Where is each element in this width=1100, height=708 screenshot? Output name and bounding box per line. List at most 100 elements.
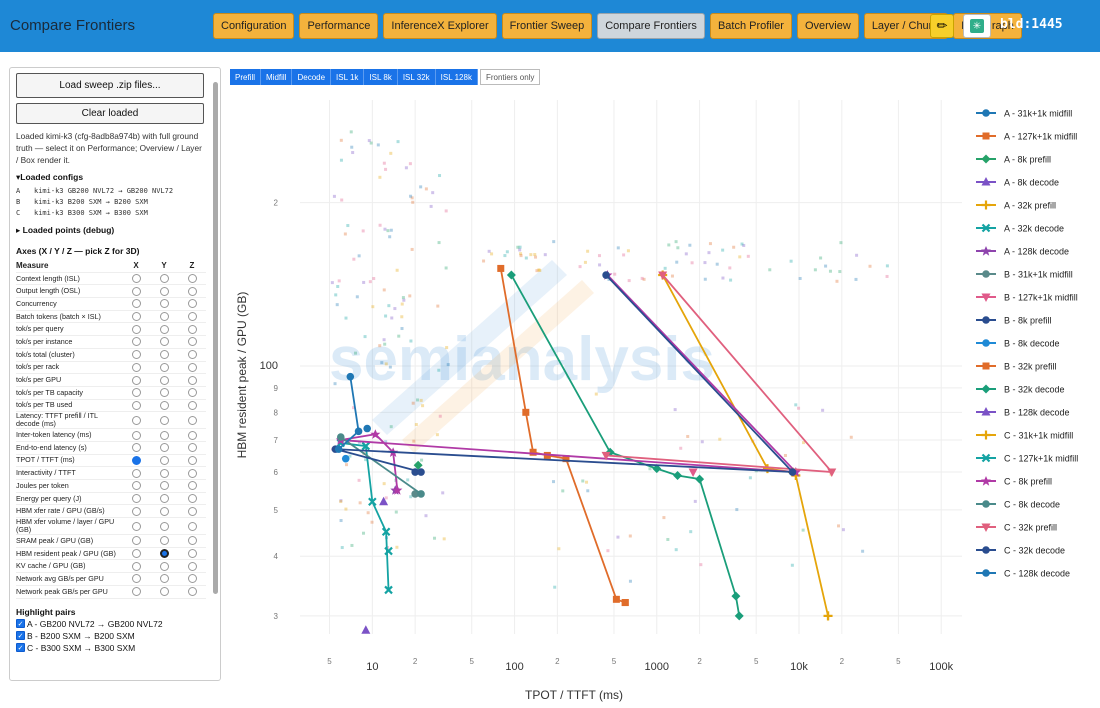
data-point[interactable]	[982, 132, 990, 140]
axis-z-radio[interactable]	[187, 443, 197, 453]
legend-item[interactable]: A - 32k prefill	[976, 200, 1056, 211]
data-point[interactable]	[602, 271, 610, 279]
legend-item[interactable]: B - 8k decode	[976, 339, 1060, 349]
data-point[interactable]	[562, 455, 570, 463]
axis-x-radio[interactable]	[131, 350, 141, 360]
loaded-points-toggle[interactable]: ▸ Loaded points (debug)	[16, 225, 115, 235]
axis-x-radio[interactable]	[131, 481, 141, 491]
magic-wand-button[interactable]: ✏	[930, 14, 954, 38]
axis-y-radio[interactable]	[159, 350, 169, 360]
axis-y-radio[interactable]	[159, 324, 169, 334]
axis-z-radio[interactable]	[187, 521, 197, 531]
legend-item[interactable]: B - 128k decode	[976, 407, 1070, 418]
data-point[interactable]	[368, 497, 377, 507]
axis-x-radio[interactable]	[131, 400, 141, 410]
axis-z-radio[interactable]	[187, 324, 197, 334]
data-point[interactable]	[522, 408, 530, 416]
data-point[interactable]	[981, 246, 991, 256]
axis-x-radio[interactable]	[131, 506, 141, 516]
tab-compare-frontiers[interactable]: Compare Frontiers	[597, 13, 705, 39]
legend-item[interactable]: A - 32k decode	[976, 224, 1064, 234]
data-point[interactable]	[688, 468, 698, 478]
data-point[interactable]	[982, 546, 990, 554]
axis-z-radio[interactable]	[187, 481, 197, 491]
axis-y-radio[interactable]	[159, 494, 169, 504]
legend-item[interactable]: C - 31k+1k midfill	[976, 430, 1073, 441]
axis-x-radio[interactable]	[131, 324, 141, 334]
legend-item[interactable]: C - 128k decode	[976, 569, 1070, 579]
legend-item[interactable]: A - 8k decode	[976, 177, 1059, 188]
filter-chip-isl-32k[interactable]: ISL 32k	[397, 69, 436, 85]
data-point[interactable]	[341, 454, 350, 463]
highlight-pair-checkbox[interactable]: ✓	[16, 619, 25, 628]
filter-chip-midfill[interactable]: Midfill	[261, 69, 293, 85]
tab-performance[interactable]: Performance	[299, 13, 379, 39]
axis-z-radio[interactable]	[187, 587, 197, 597]
data-point[interactable]	[982, 500, 990, 508]
legend-item[interactable]: C - 32k decode	[976, 546, 1065, 556]
data-point[interactable]	[612, 595, 620, 603]
data-point[interactable]	[981, 154, 991, 164]
legend-item[interactable]: A - 31k+1k midfill	[976, 109, 1072, 119]
legend-item[interactable]: C - 127k+1k midfill	[976, 454, 1078, 464]
tab-overview[interactable]: Overview	[796, 13, 859, 39]
legend-item[interactable]: C - 8k prefill	[976, 476, 1052, 487]
data-point[interactable]	[981, 293, 991, 303]
clear-loaded-button[interactable]: Clear loaded	[16, 103, 204, 124]
data-point[interactable]	[788, 468, 797, 476]
legend-item[interactable]: A - 8k prefill	[976, 154, 1051, 165]
axis-x-radio[interactable]	[131, 587, 141, 597]
axis-y-radio[interactable]	[159, 375, 169, 385]
legend-item[interactable]: A - 127k+1k midfill	[976, 132, 1077, 142]
data-point[interactable]	[529, 448, 537, 456]
axis-y-radio[interactable]	[159, 400, 169, 410]
axis-x-radio[interactable]	[131, 549, 141, 559]
axis-y-radio[interactable]	[159, 536, 169, 546]
data-point[interactable]	[652, 464, 662, 474]
data-point[interactable]	[982, 362, 990, 370]
axis-y-radio[interactable]	[159, 430, 169, 440]
axis-x-radio[interactable]	[131, 286, 141, 296]
tab-inferencex-explorer[interactable]: InferenceX Explorer	[383, 13, 497, 39]
axis-x-radio[interactable]	[131, 274, 141, 284]
legend-item[interactable]: B - 8k prefill	[976, 316, 1052, 326]
axis-y-radio[interactable]	[159, 274, 169, 284]
axis-z-radio[interactable]	[187, 506, 197, 516]
data-point[interactable]	[417, 468, 425, 476]
data-point[interactable]	[981, 200, 991, 210]
axis-x-radio[interactable]	[131, 494, 141, 504]
axis-y-radio[interactable]	[159, 362, 169, 372]
highlight-pair-checkbox[interactable]: ✓	[16, 643, 25, 652]
filter-chip-prefill[interactable]: Prefill	[230, 69, 262, 85]
data-point[interactable]	[982, 109, 990, 117]
axis-x-radio[interactable]	[131, 574, 141, 584]
axis-z-radio[interactable]	[187, 362, 197, 372]
axis-x-radio[interactable]	[131, 415, 141, 425]
axis-z-radio[interactable]	[187, 350, 197, 360]
axis-x-radio[interactable]	[131, 430, 141, 440]
axis-z-radio[interactable]	[187, 561, 197, 571]
axis-y-radio[interactable]	[159, 286, 169, 296]
data-point[interactable]	[361, 441, 371, 451]
axis-z-radio[interactable]	[187, 468, 197, 478]
loaded-configs-toggle[interactable]: ▾Loaded configs	[16, 172, 84, 182]
legend-item[interactable]: A - 128k decode	[976, 246, 1069, 257]
data-point[interactable]	[981, 453, 991, 463]
axis-x-radio[interactable]	[131, 455, 141, 465]
data-point[interactable]	[981, 384, 991, 394]
highlight-pair-checkbox[interactable]: ✓	[16, 631, 25, 640]
data-point[interactable]	[823, 611, 833, 621]
axis-z-radio[interactable]	[187, 337, 197, 347]
axis-y-radio[interactable]	[159, 388, 169, 398]
data-point[interactable]	[363, 424, 371, 433]
data-point[interactable]	[981, 523, 991, 533]
axis-x-radio[interactable]	[131, 388, 141, 398]
frontiers-only-toggle[interactable]: Frontiers only	[479, 69, 541, 85]
axis-z-radio[interactable]	[187, 536, 197, 546]
axis-y-radio[interactable]	[159, 455, 169, 465]
axis-z-radio[interactable]	[187, 388, 197, 398]
axis-x-radio[interactable]	[131, 443, 141, 453]
axis-x-radio[interactable]	[131, 362, 141, 372]
axis-x-radio[interactable]	[131, 521, 141, 531]
axis-x-radio[interactable]	[131, 561, 141, 571]
